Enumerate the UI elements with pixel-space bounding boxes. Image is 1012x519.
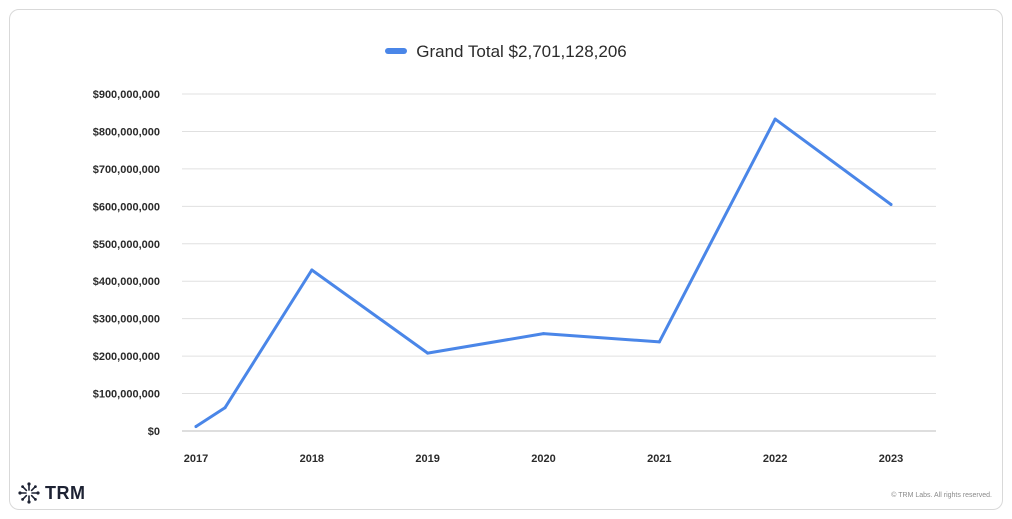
- x-tick-label: 2017: [184, 453, 208, 465]
- y-tick-label: $700,000,000: [93, 164, 160, 176]
- data-point: [542, 332, 545, 336]
- trm-logo: TRM: [18, 482, 86, 504]
- data-point: [310, 268, 314, 272]
- x-axis-ticks: 2017 2018 2019 2020 2021 2022 2023: [184, 453, 903, 465]
- x-tick-label: 2019: [415, 453, 439, 465]
- chart-legend: Grand Total $2,701,128,206: [0, 42, 1012, 62]
- y-tick-label: $0: [148, 426, 160, 438]
- series-line: [194, 117, 893, 429]
- logo-text: TRM: [45, 482, 86, 503]
- y-tick-label: $600,000,000: [93, 201, 160, 213]
- y-tick-label: $200,000,000: [93, 351, 160, 363]
- legend-label: Grand Total $2,701,128,206: [416, 42, 627, 61]
- data-point: [773, 117, 777, 121]
- y-tick-label: $800,000,000: [93, 126, 160, 138]
- data-point: [223, 406, 227, 410]
- data-point: [657, 340, 661, 344]
- copyright-text: © TRM Labs. All rights reserved.: [891, 492, 992, 499]
- series-layer: [194, 117, 893, 429]
- data-point: [426, 351, 430, 355]
- chart-card: [9, 9, 1003, 510]
- asterisk-node-icon: [18, 482, 40, 504]
- x-tick-label: 2020: [531, 453, 555, 465]
- data-point: [889, 202, 893, 206]
- x-tick-label: 2023: [879, 453, 903, 465]
- x-tick-label: 2021: [647, 453, 671, 465]
- y-tick-label: $400,000,000: [93, 276, 160, 288]
- data-point: [194, 425, 198, 429]
- y-tick-label: $500,000,000: [93, 239, 160, 251]
- x-tick-label: 2018: [300, 453, 324, 465]
- x-tick-label: 2022: [763, 453, 787, 465]
- y-axis-ticks: $0 $100,000,000 $200,000,000 $300,000,000 $4…: [93, 89, 160, 438]
- legend-swatch: [385, 47, 408, 54]
- y-tick-label: $300,000,000: [93, 314, 160, 326]
- y-tick-label: $100,000,000: [93, 389, 160, 401]
- gridlines: [182, 93, 936, 432]
- y-tick-label: $900,000,000: [93, 89, 160, 101]
